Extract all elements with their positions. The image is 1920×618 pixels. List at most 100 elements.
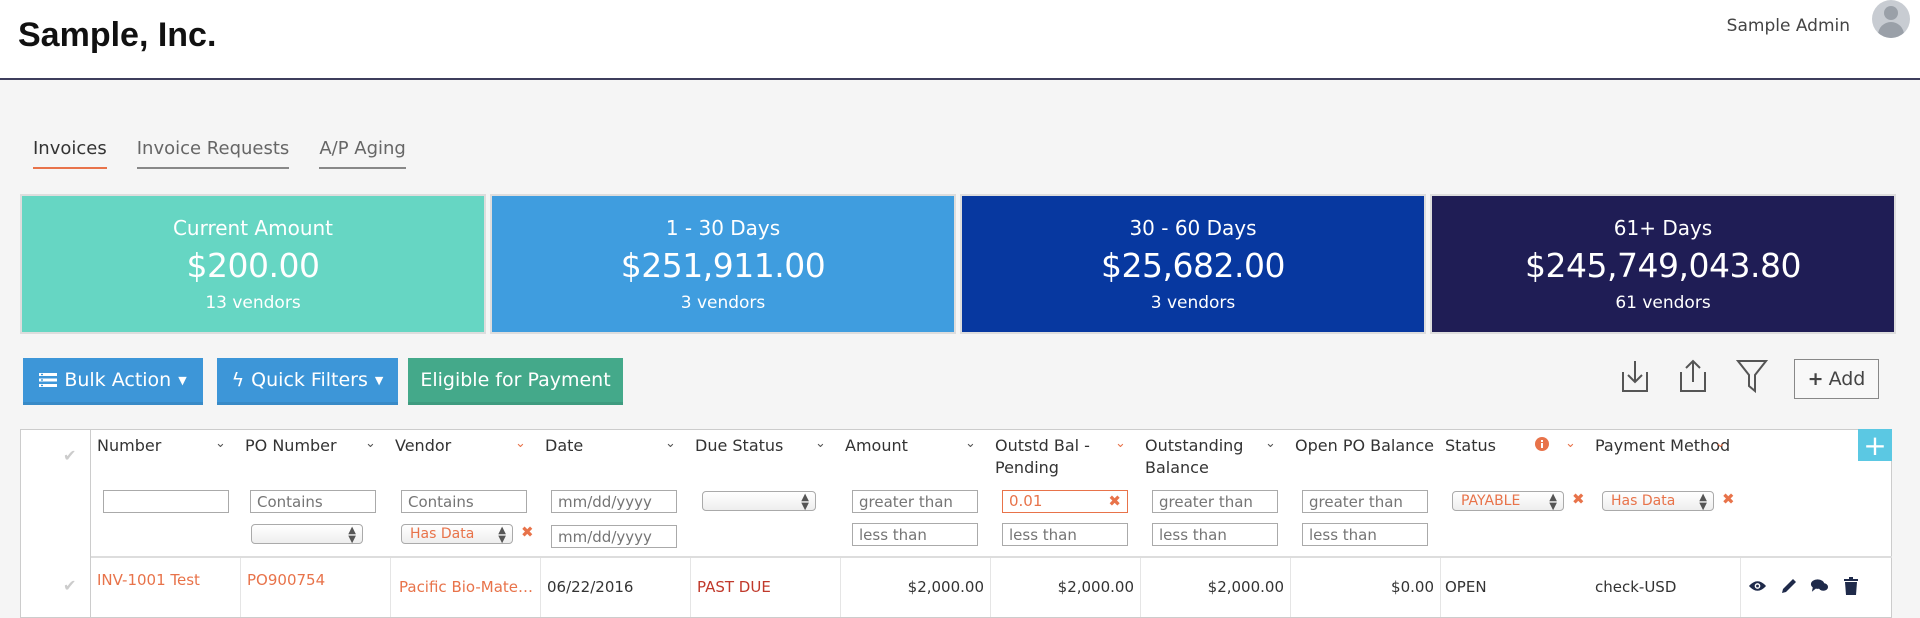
- vendor-contains-input[interactable]: [401, 490, 527, 513]
- card-1-30-days[interactable]: 1 - 30 Days $251,911.00 3 vendors: [490, 194, 956, 334]
- add-label: Add: [1828, 368, 1866, 390]
- delete-trash-icon[interactable]: [1841, 576, 1860, 595]
- card-label: Current Amount: [172, 216, 334, 240]
- column-header-status[interactable]: Status: [1445, 436, 1496, 455]
- card-amount: $25,682.00: [1101, 246, 1285, 285]
- chevron-down-icon[interactable]: ⌄: [1565, 436, 1576, 451]
- column-header-date[interactable]: Date: [545, 436, 584, 455]
- chevron-down-icon[interactable]: ⌄: [815, 436, 826, 451]
- cell-outstanding-balance: $2,000.00: [1141, 558, 1291, 617]
- download-icon[interactable]: [1616, 356, 1654, 396]
- comments-icon[interactable]: [1810, 576, 1829, 595]
- row-checkbox[interactable]: ✔: [63, 576, 77, 595]
- date-from-input[interactable]: [551, 490, 677, 513]
- card-label: 61+ Days: [1613, 216, 1713, 240]
- column-header-outstanding-balance[interactable]: Outstanding Balance: [1145, 436, 1244, 477]
- cell-number[interactable]: INV-1001 Test: [91, 558, 241, 617]
- column-header-payment-method[interactable]: Payment Method: [1595, 436, 1731, 455]
- po-number-contains-input[interactable]: [250, 490, 376, 513]
- card-vendor-count: 3 vendors: [680, 293, 766, 313]
- status-select[interactable]: PAYABLE ▲ ▼: [1452, 491, 1564, 512]
- column-header-open-po-balance[interactable]: Open PO Balance: [1295, 436, 1434, 455]
- add-column-button[interactable]: +: [1858, 429, 1892, 462]
- column-header-number[interactable]: Number: [97, 436, 162, 455]
- chevron-down-icon[interactable]: ⌄: [1115, 436, 1126, 451]
- cell-status: OPEN: [1445, 578, 1487, 596]
- po-number-select[interactable]: ▲ ▼: [251, 524, 363, 545]
- cell-vendor[interactable]: Pacific Bio-Mate…: [391, 558, 541, 617]
- top-bar: Sample, Inc. Sample Admin: [0, 0, 1920, 80]
- column-header-due-status[interactable]: Due Status: [695, 436, 784, 455]
- chevron-down-icon[interactable]: ⌄: [1265, 436, 1276, 451]
- outstanding-greater-than-input[interactable]: [1152, 490, 1278, 513]
- user-avatar-icon[interactable]: [1872, 0, 1910, 38]
- add-button[interactable]: + Add: [1794, 359, 1879, 399]
- card-vendor-count: 61 vendors: [1615, 293, 1711, 313]
- cell-po-number[interactable]: PO900754: [241, 558, 391, 617]
- column-header-outstd-bal-pending[interactable]: Outstd Bal - Pending: [995, 436, 1090, 477]
- user-name[interactable]: Sample Admin: [1726, 16, 1850, 36]
- column-header-vendor[interactable]: Vendor: [395, 436, 452, 455]
- card-amount: $245,749,043.80: [1525, 246, 1801, 285]
- due-status-select[interactable]: ▲ ▼: [702, 491, 816, 512]
- vendor-select[interactable]: Has Data ▲ ▼: [401, 524, 513, 545]
- amount-less-than-input[interactable]: [852, 523, 978, 546]
- payment-select-value: Has Data: [1611, 493, 1676, 509]
- cell-payment-method: check-USD: [1591, 558, 1741, 617]
- column-header-po-number[interactable]: PO Number: [245, 436, 337, 455]
- clear-filter-icon[interactable]: ✖: [1108, 492, 1121, 510]
- tab-invoice-requests[interactable]: Invoice Requests: [136, 138, 290, 169]
- clear-vendor-icon[interactable]: ✖: [521, 523, 534, 541]
- cell-amount: $2,000.00: [841, 558, 991, 617]
- card-30-60-days[interactable]: 30 - 60 Days $25,682.00 3 vendors: [960, 194, 1426, 334]
- filter-icon[interactable]: [1733, 356, 1771, 396]
- cell-date: 06/22/2016: [541, 558, 691, 617]
- bolt-icon: ϟ: [231, 369, 245, 391]
- amount-greater-than-input[interactable]: [852, 490, 978, 513]
- open-po-less-than-input[interactable]: [1302, 523, 1428, 546]
- chevron-down-icon[interactable]: ⌄: [1715, 436, 1726, 451]
- clear-status-icon[interactable]: ✖: [1572, 490, 1585, 508]
- vendor-select-value: Has Data: [410, 526, 475, 542]
- payment-method-select[interactable]: Has Data ▲ ▼: [1602, 491, 1714, 512]
- caret-down-icon: ▼: [374, 373, 384, 387]
- card-61-plus-days[interactable]: 61+ Days $245,749,043.80 61 vendors: [1430, 194, 1896, 334]
- select-column: ✔ ✔: [21, 430, 91, 617]
- card-amount: $251,911.00: [620, 246, 826, 285]
- card-current-amount[interactable]: Current Amount $200.00 13 vendors: [20, 194, 486, 334]
- view-eye-icon[interactable]: [1748, 576, 1767, 595]
- date-to-input[interactable]: [551, 525, 677, 548]
- outstd-pending-min-input[interactable]: 0.01 ✖: [1002, 490, 1128, 513]
- tab-invoices[interactable]: Invoices: [33, 138, 107, 169]
- company-brand: Sample, Inc.: [18, 16, 217, 54]
- chevron-down-icon[interactable]: ⌄: [365, 436, 376, 451]
- chevron-down-icon[interactable]: ⌄: [215, 436, 226, 451]
- outstd-pending-min-value: 0.01: [1009, 492, 1043, 510]
- row-actions: [1748, 576, 1860, 595]
- column-header-amount[interactable]: Amount: [845, 436, 908, 455]
- bulk-action-button[interactable]: Bulk Action ▼: [23, 358, 203, 405]
- chevron-down-icon[interactable]: ⌄: [515, 436, 526, 451]
- card-vendor-count: 3 vendors: [1150, 293, 1236, 313]
- open-po-greater-than-input[interactable]: [1302, 490, 1428, 513]
- upload-icon[interactable]: [1674, 356, 1712, 396]
- quick-filters-label: Quick Filters: [251, 369, 368, 391]
- number-filter-input[interactable]: [103, 490, 229, 513]
- card-label: 30 - 60 Days: [1129, 216, 1257, 240]
- card-vendor-count: 13 vendors: [205, 293, 301, 313]
- info-icon[interactable]: [1535, 437, 1549, 455]
- chevron-down-icon[interactable]: ⌄: [665, 436, 676, 451]
- tab-ap-aging[interactable]: A/P Aging: [319, 138, 406, 169]
- cell-open-po-balance: $0.00: [1291, 558, 1441, 617]
- list-icon: [39, 373, 58, 387]
- edit-pencil-icon[interactable]: [1779, 576, 1798, 595]
- chevron-down-icon[interactable]: ⌄: [965, 436, 976, 451]
- aging-summary-cards: Current Amount $200.00 13 vendors 1 - 30…: [20, 194, 1896, 334]
- clear-payment-icon[interactable]: ✖: [1722, 490, 1735, 508]
- eligible-for-payment-button[interactable]: Eligible for Payment: [408, 358, 623, 405]
- select-all-checkbox[interactable]: ✔: [63, 446, 77, 465]
- table-row[interactable]: INV-1001 Test PO900754 Pacific Bio-Mate……: [91, 556, 1892, 617]
- quick-filters-button[interactable]: ϟ Quick Filters ▼: [217, 358, 398, 405]
- outstanding-less-than-input[interactable]: [1152, 523, 1278, 546]
- outstd-pending-less-than-input[interactable]: [1002, 523, 1128, 546]
